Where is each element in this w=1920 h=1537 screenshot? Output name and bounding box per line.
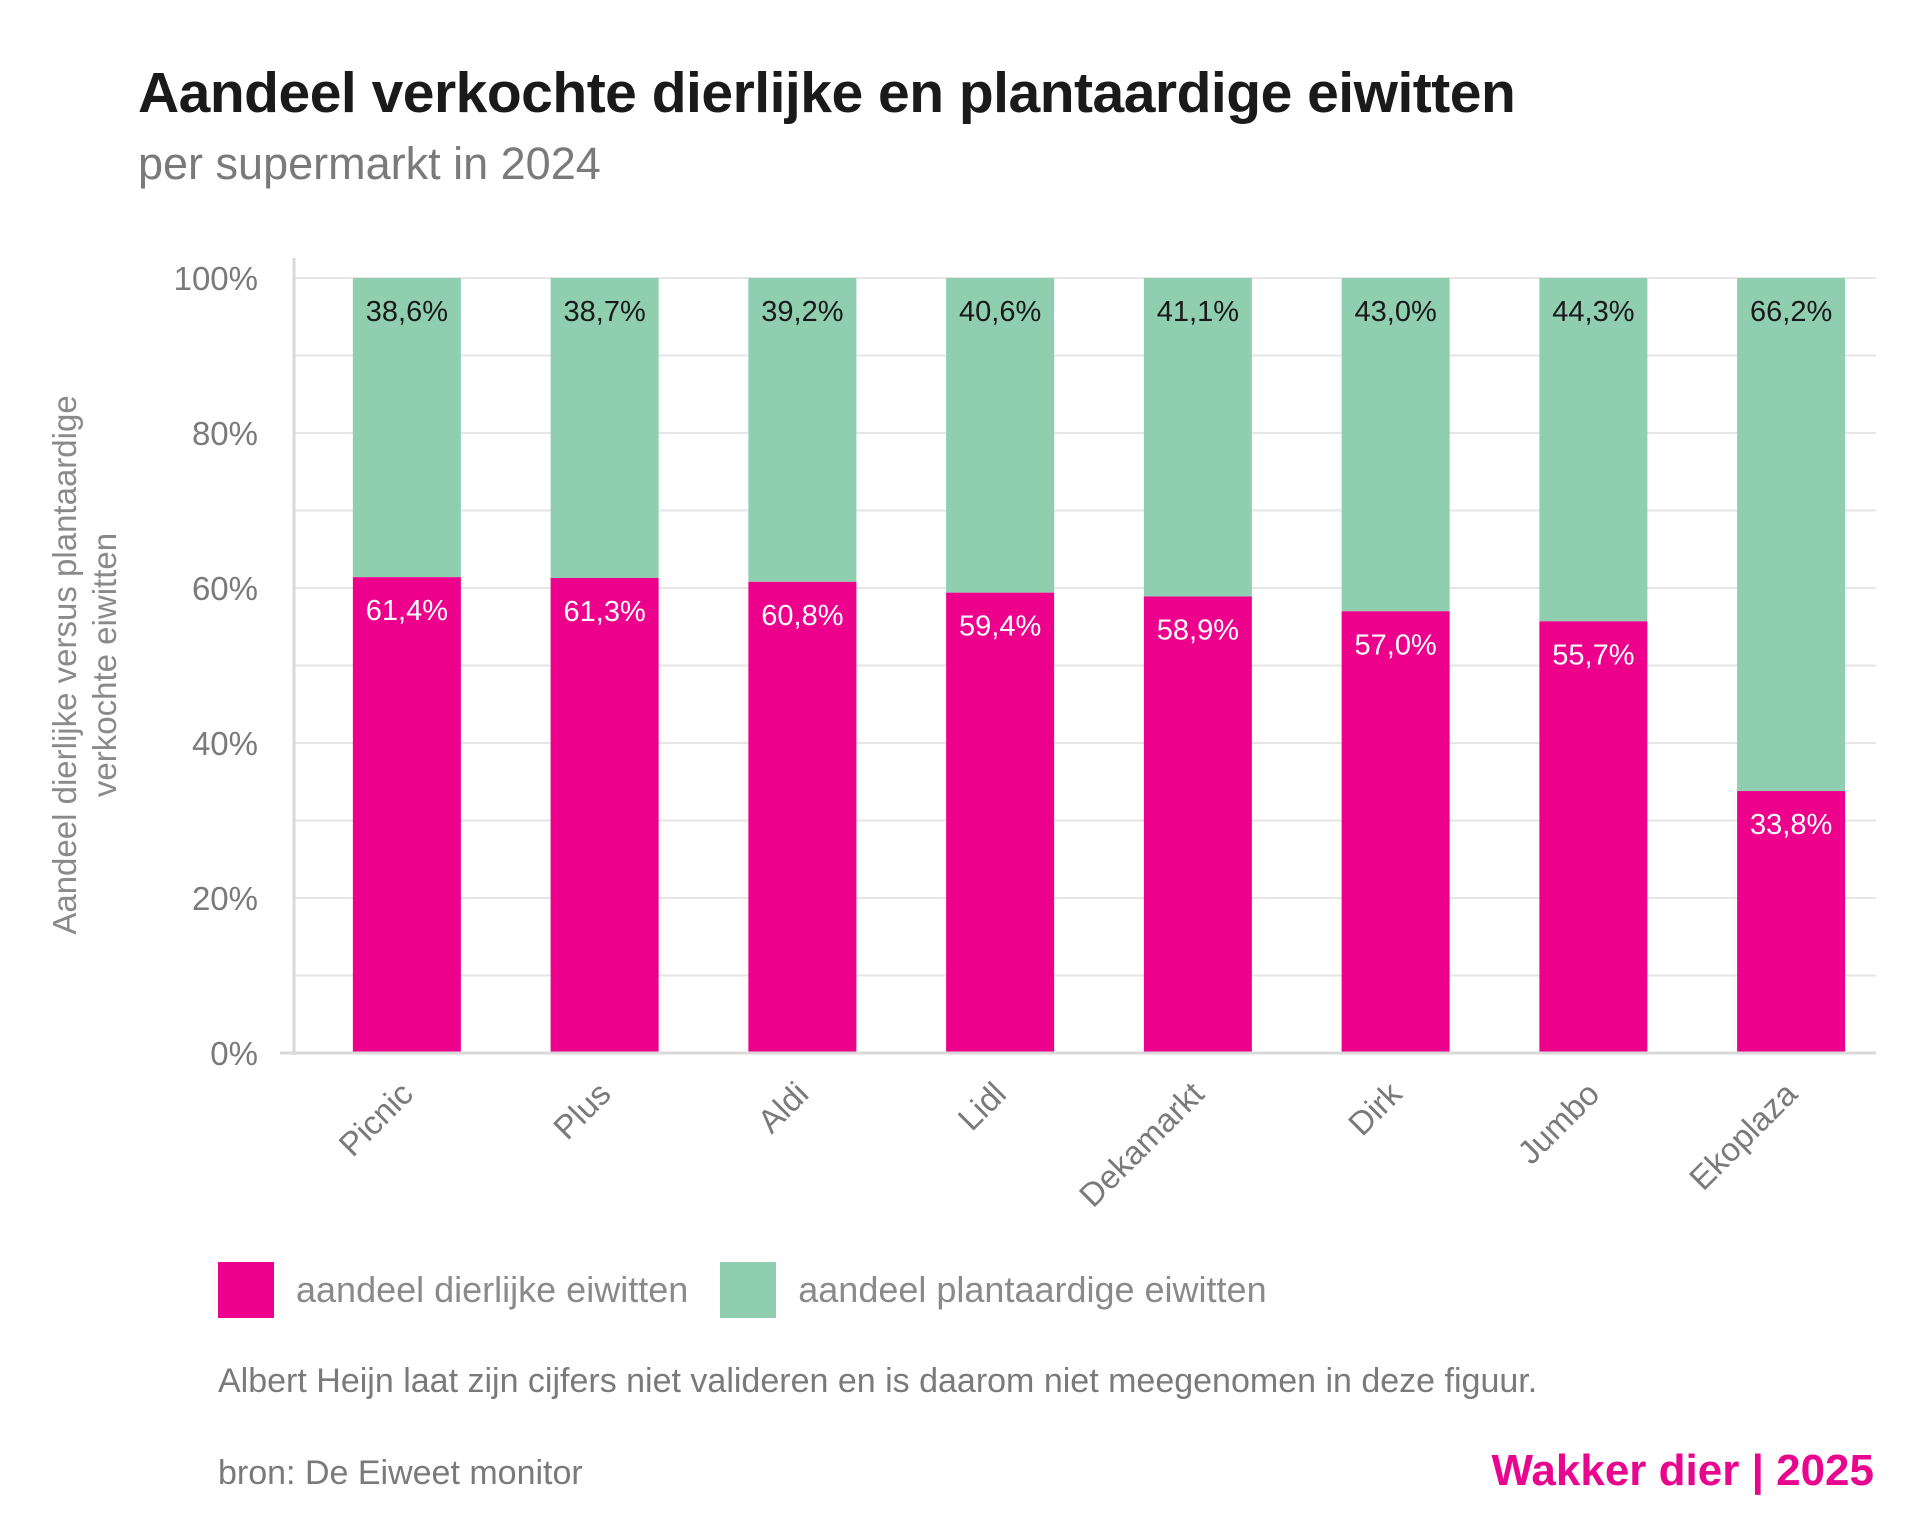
x-tick-label-ekoplaza: Ekoplaza [1682, 1074, 1805, 1197]
data-label-plant-picnic: 38,6% [366, 296, 448, 328]
data-label-animal-dirk: 57,0% [1355, 629, 1437, 661]
legend-item-plant: aandeel plantaardige eiwitten [720, 1262, 1267, 1318]
x-tick-label-picnic: Picnic [331, 1075, 419, 1163]
bar-plant-ekoplaza [1737, 278, 1846, 792]
source-credit: bron: De Eiweet monitor [218, 1454, 583, 1492]
y-axis-title-line-2: verkochte eiwitten [86, 533, 123, 797]
legend-swatch-animal [218, 1262, 274, 1318]
bar-animal-ekoplaza [1737, 791, 1846, 1053]
legend-label-plant: aandeel plantaardige eiwitten [798, 1269, 1267, 1310]
y-tick-label-80: 80% [192, 415, 258, 452]
legend-item-animal: aandeel dierlijke eiwitten [218, 1262, 688, 1318]
x-tick-label-aldi: Aldi [750, 1075, 815, 1140]
bar-plant-aldi [748, 278, 857, 582]
x-tick-label-jumbo: Jumbo [1510, 1075, 1606, 1171]
data-label-plant-aldi: 39,2% [761, 296, 843, 328]
bar-animal-lidl [946, 592, 1055, 1053]
legend-label-animal: aandeel dierlijke eiwitten [296, 1269, 689, 1310]
data-label-animal-ekoplaza: 33,8% [1750, 809, 1832, 841]
data-label-plant-dekamarkt: 41,1% [1157, 296, 1239, 328]
data-label-plant-plus: 38,7% [564, 296, 646, 328]
y-tick-label-0: 0% [210, 1035, 258, 1072]
bar-plant-lidl [946, 278, 1055, 593]
x-tick-label-dekamarkt: Dekamarkt [1072, 1075, 1211, 1214]
bar-plant-dekamarkt [1143, 278, 1252, 597]
bar-animal-aldi [748, 581, 857, 1053]
data-label-animal-dekamarkt: 58,9% [1157, 615, 1239, 647]
bar-plant-plus [550, 278, 659, 578]
bar-plant-dirk [1341, 278, 1450, 612]
brand-mark: Wakker dier | 2025 [1491, 1446, 1874, 1495]
x-tick-label-dirk: Dirk [1341, 1074, 1409, 1142]
bar-plant-picnic [352, 278, 461, 578]
y-axis-title-line-1: Aandeel dierlijke versus plantaardige [46, 395, 83, 934]
x-tick-label-plus: Plus [546, 1075, 618, 1147]
data-label-animal-picnic: 61,4% [366, 595, 448, 627]
legend: aandeel dierlijke eiwitten aandeel plant… [218, 1262, 1299, 1318]
data-label-animal-lidl: 59,4% [959, 611, 1041, 643]
data-label-animal-plus: 61,3% [564, 596, 646, 628]
data-label-animal-aldi: 60,8% [761, 600, 843, 632]
chart-title: Aandeel verkochte dierlijke en plantaard… [138, 61, 1516, 125]
data-label-animal-jumbo: 55,7% [1552, 639, 1634, 671]
x-axis-labels: Picnic Plus Aldi Lidl Dekamarkt Dirk Jumbo Ekop… [331, 1074, 1804, 1213]
footnote: Albert Heijn laat zijn cijfers niet vali… [218, 1362, 1538, 1400]
chart-subtitle: per supermarkt in 2024 [138, 138, 601, 189]
bar-animal-jumbo [1539, 621, 1648, 1053]
bar-animal-picnic [352, 577, 461, 1053]
y-tick-label-40: 40% [192, 725, 258, 762]
data-label-plant-lidl: 40,6% [959, 296, 1041, 328]
y-tick-label-60: 60% [192, 570, 258, 607]
x-tick-label-lidl: Lidl [951, 1075, 1013, 1137]
bar-animal-plus [550, 577, 659, 1053]
y-axis-ticks: 0% 20% 40% 60% 80% 100% [174, 260, 258, 1072]
bar-animal-dekamarkt [1143, 596, 1252, 1053]
y-tick-label-20: 20% [192, 880, 258, 917]
data-label-plant-ekoplaza: 66,2% [1750, 296, 1832, 328]
legend-swatch-plant [720, 1262, 777, 1318]
bar-animal-dirk [1341, 611, 1450, 1053]
data-label-plant-jumbo: 44,3% [1552, 296, 1634, 328]
bars: 38,6% 61,4% 38,7% 61,3% 39,2% 60,8% 40,6% 59,4%… [352, 278, 1846, 1053]
axes [280, 258, 1876, 1055]
data-label-plant-dirk: 43,0% [1355, 296, 1437, 328]
y-axis-title: Aandeel dierlijke versus plantaardigever… [46, 395, 123, 934]
y-tick-label-100: 100% [174, 260, 258, 297]
bar-plant-jumbo [1539, 278, 1648, 622]
